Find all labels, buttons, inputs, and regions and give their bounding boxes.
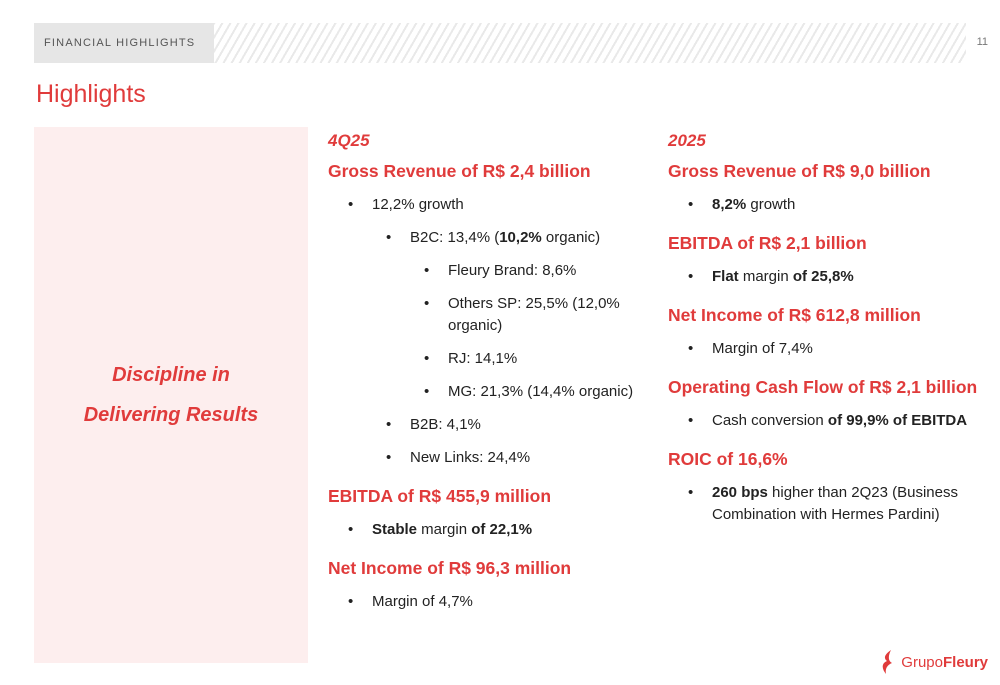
q4-ebitda-stable: Stable [372, 521, 418, 538]
y2025-cash-conversion-text: Cash conversion [712, 412, 828, 429]
y2025-ebitda-flat: Flat [712, 268, 739, 285]
y2025-growth: 8,2% growth [668, 194, 988, 216]
section-tab: FINANCIAL HIGHLIGHTS [34, 23, 214, 63]
y2025-roic-text: higher than 2Q23 (Business Combination w… [712, 484, 958, 523]
y2025-growth-text: growth [746, 196, 796, 213]
q4-mg: MG: 21,3% (14,4% organic) [328, 381, 648, 403]
q4-ebitda-margin-text: margin [417, 521, 472, 538]
logo-text: GrupoFleury [901, 654, 988, 671]
y2025-ebitda: EBITDA of R$ 2,1 billion [668, 233, 867, 253]
page-title: Highlights [36, 80, 146, 108]
y2025-roic: ROIC of 16,6% [668, 449, 788, 469]
q4-b2b: B2B: 4,1% [328, 414, 648, 436]
fleury-logo-icon [882, 650, 893, 674]
y2025-net-margin: Margin of 7,4% [668, 338, 988, 360]
header-stripes [214, 23, 966, 63]
y2025-net-income-list: Margin of 7,4% [668, 338, 988, 360]
y2025-roic-detail: 260 bps higher than 2Q23 (Business Combi… [668, 482, 988, 526]
y2025-roic-bps: 260 bps [712, 484, 768, 501]
y2025-ebitda-margin-value: of 25,8% [792, 268, 854, 285]
y2025-cash-conversion: Cash conversion of 99,9% of EBITDA [668, 410, 988, 432]
q4-b2c: B2C: 13,4% (10,2% organic) [328, 227, 648, 249]
logo-text-fleury: Fleury [942, 653, 988, 671]
page-number: 11 [976, 36, 988, 48]
y2025-revenue-list: 8,2% growth [668, 194, 988, 216]
y2025-net-income: Net Income of R$ 612,8 million [668, 305, 921, 325]
q4-net-income-list: Margin of 4,7% [328, 591, 648, 613]
q4-gross-revenue: Gross Revenue of R$ 2,4 billion [328, 161, 591, 181]
q4-net-income: Net Income of R$ 96,3 million [328, 558, 572, 578]
y2025-cash-conversion-value: of 99,9% of EBITDA [827, 412, 968, 429]
q4-b2c-prefix: B2C: 13,4% ( [410, 229, 500, 246]
q4-growth: 12,2% growth [328, 194, 648, 216]
q4-new-links: New Links: 24,4% [328, 447, 648, 469]
y2025-period: 2025 [668, 131, 706, 150]
y2025-ebitda-list: Flat margin of 25,8% [668, 266, 988, 288]
section-label: FINANCIAL HIGHLIGHTS [44, 37, 196, 49]
q4-ebitda-margin-value: of 22,1% [471, 521, 533, 538]
q4-ebitda: EBITDA of R$ 455,9 million [328, 486, 552, 506]
q4-b2c-organic: 10,2% [499, 229, 542, 246]
panel-line-2: Delivering Results [83, 404, 259, 426]
discipline-panel: Discipline in Delivering Results [34, 127, 308, 663]
q4-fleury-brand: Fleury Brand: 8,6% [328, 260, 648, 282]
y2025-operating-cash-flow: Operating Cash Flow of R$ 2,1 billion [668, 377, 978, 397]
y2025-ebitda-margin: Flat margin of 25,8% [668, 266, 988, 288]
logo-text-grupo: Grupo [901, 653, 943, 671]
y2025-column: 2025 Gross Revenue of R$ 9,0 billion 8,2… [668, 130, 988, 537]
q4-ebitda-margin: Stable margin of 22,1% [328, 519, 648, 541]
q4-net-margin: Margin of 4,7% [328, 591, 648, 613]
y2025-growth-value: 8,2% [712, 196, 747, 213]
q4-b2c-suffix: organic) [541, 229, 601, 246]
q4-revenue-list: 12,2% growth B2C: 13,4% (10,2% organic) … [328, 194, 648, 469]
panel-line-1: Discipline in [112, 364, 230, 386]
y2025-roic-list: 260 bps higher than 2Q23 (Business Combi… [668, 482, 988, 526]
q4-ebitda-list: Stable margin of 22,1% [328, 519, 648, 541]
grupo-fleury-logo: GrupoFleury [879, 649, 988, 675]
y2025-gross-revenue: Gross Revenue of R$ 9,0 billion [668, 161, 931, 181]
y2025-ebitda-margin-text: margin [738, 268, 793, 285]
q4-others-sp: Others SP: 25,5% (12,0% organic) [328, 293, 648, 337]
q4-rj: RJ: 14,1% [328, 348, 648, 370]
q4-column: 4Q25 Gross Revenue of R$ 2,4 billion 12,… [328, 130, 648, 624]
q4-period: 4Q25 [328, 131, 370, 150]
y2025-ocf-list: Cash conversion of 99,9% of EBITDA [668, 410, 988, 432]
